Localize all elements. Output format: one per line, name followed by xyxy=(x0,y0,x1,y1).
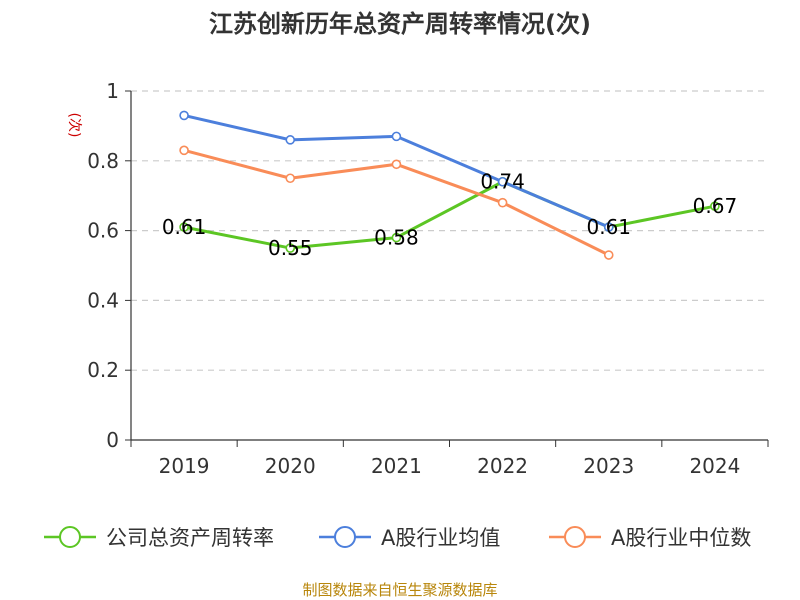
x-tick-label: 2020 xyxy=(265,454,316,478)
x-tick-label: 2021 xyxy=(371,454,422,478)
legend-label: 公司总资产周转率 xyxy=(106,526,274,550)
x-tick-label: 2023 xyxy=(583,454,634,478)
data-point xyxy=(603,222,614,232)
data-label: 0.74 xyxy=(480,170,525,194)
data-point xyxy=(179,110,189,121)
data-point xyxy=(285,135,296,145)
legend-marker xyxy=(564,526,586,548)
legend-label: A股行业均值 xyxy=(381,526,500,550)
x-tick-labels: 2019 2020 2021 2022 2023 2024 xyxy=(159,454,741,478)
data-point xyxy=(391,232,402,243)
y-tick-label: 0.6 xyxy=(87,219,119,243)
legend-marker xyxy=(59,526,81,548)
axes xyxy=(125,90,769,447)
y-tick-labels: 0 0.2 0.4 0.6 0.8 1 xyxy=(87,79,119,452)
data-label: 0.61 xyxy=(162,215,207,239)
x-tick-label: 2024 xyxy=(689,454,740,478)
data-point xyxy=(710,201,720,211)
data-point xyxy=(497,176,508,187)
source-note: 制图数据来自恒生聚源数据库 xyxy=(302,581,497,599)
data-point xyxy=(391,159,402,170)
data-labels: 0.61 0.55 0.58 0.74 0.61 0.67 xyxy=(162,170,737,260)
y-tick-label: 1 xyxy=(106,79,119,103)
chart-title: 江苏创新历年总资产周转率情况(次) xyxy=(209,10,591,38)
series-lines xyxy=(179,110,720,260)
data-point xyxy=(179,222,189,232)
legend: 公司总资产周转率 A股行业均值 A股行业中位数 xyxy=(44,526,751,550)
y-tick-label: 0.4 xyxy=(87,288,119,312)
data-label: 0.67 xyxy=(693,194,738,218)
legend-label: A股行业中位数 xyxy=(611,526,751,550)
legend-marker xyxy=(334,526,356,548)
y-tick-label: 0 xyxy=(106,428,119,452)
data-point xyxy=(497,197,508,208)
data-point xyxy=(603,250,614,260)
data-point xyxy=(285,173,296,184)
data-point xyxy=(391,131,402,142)
x-tick-label: 2019 xyxy=(159,454,210,478)
data-label: 0.55 xyxy=(268,236,313,260)
data-point xyxy=(285,243,296,253)
y-axis-label: (次) xyxy=(66,113,82,138)
grid-lines xyxy=(131,90,768,371)
data-label: 0.61 xyxy=(586,215,631,239)
x-tick-label: 2022 xyxy=(477,454,528,478)
y-tick-label: 0.8 xyxy=(87,149,119,173)
y-tick-label: 0.2 xyxy=(87,358,119,382)
data-point xyxy=(179,145,189,156)
series-line xyxy=(183,180,716,250)
data-label: 0.58 xyxy=(374,226,419,250)
